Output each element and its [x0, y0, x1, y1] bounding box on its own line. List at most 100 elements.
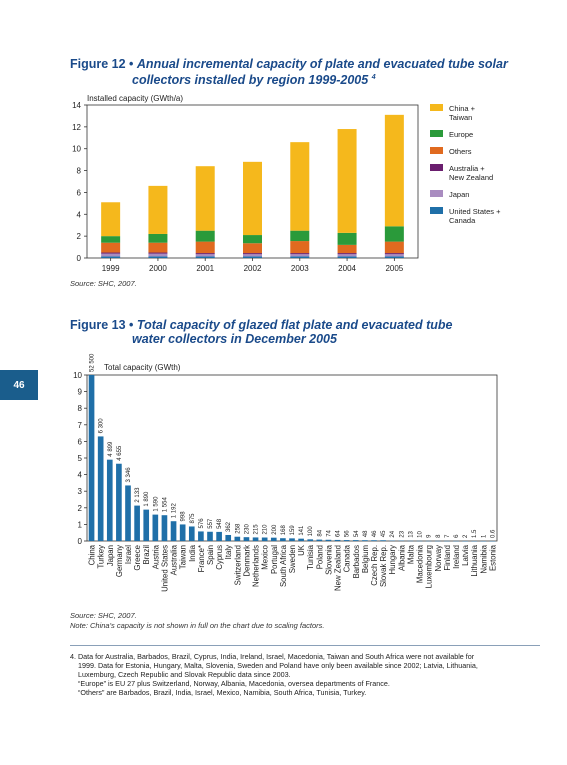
bar: [143, 509, 150, 541]
x-category-label: India: [188, 544, 197, 562]
bar: [170, 521, 177, 541]
legend-label: China +: [449, 104, 476, 113]
x-tick-label: 2004: [338, 264, 356, 273]
bar-segment: [290, 230, 310, 242]
bar: [270, 537, 277, 541]
bar-segment: [384, 254, 404, 257]
bar-value-label: 1 890: [144, 491, 150, 507]
x-category-label: Austria: [151, 544, 160, 569]
y-tick-label: 6: [78, 437, 83, 446]
figure-13-source: Source: SHC, 2007.: [70, 611, 137, 620]
bar-segment: [148, 252, 168, 254]
footnotes: 4. Data for Australia, Barbados, Brazil,…: [70, 652, 540, 697]
bar-value-label: 84: [317, 529, 323, 536]
legend-label: Others: [449, 147, 472, 156]
x-category-label: Albania: [397, 544, 406, 571]
bar-segment: [290, 254, 310, 257]
x-category-label: Latvia: [461, 544, 470, 565]
x-category-label: Namibia: [479, 544, 488, 573]
bar: [179, 524, 186, 541]
x-category-label: Turkey: [97, 545, 106, 569]
x-category-label: Czech Rep.: [370, 545, 379, 586]
bar-segment: [337, 256, 357, 258]
bar-segment: [148, 253, 168, 257]
x-category-label: Macedonia: [416, 544, 425, 583]
bar-segment: [148, 185, 168, 234]
y-tick-label: 3: [78, 487, 83, 496]
bar: [207, 531, 213, 541]
x-category-label: Australia: [170, 544, 179, 575]
bar: [289, 538, 295, 541]
bar: [225, 534, 232, 541]
bar: [88, 375, 95, 541]
bar-segment: [290, 253, 310, 255]
x-category-label: New Zealand: [334, 545, 343, 591]
x-category-label: Cyprus: [215, 545, 224, 570]
bar-segment: [101, 236, 121, 243]
bar-segment: [243, 254, 262, 257]
x-tick-label: 1999: [102, 264, 120, 273]
bar-segment: [195, 166, 215, 231]
y-tick-label: 9: [78, 388, 83, 397]
bar-value-label: 362: [226, 521, 232, 532]
x-category-label: Norway: [434, 545, 443, 572]
bar-value-label: 210: [263, 524, 269, 535]
bar-value-label: 56: [345, 530, 351, 537]
bar-segment: [337, 254, 357, 257]
x-category-label: Malta: [406, 544, 415, 564]
figure-12-title-line2: collectors installed by region 1999-2005: [132, 73, 369, 88]
bar-value-label: 2 133: [135, 487, 141, 503]
x-category-label: Greece: [133, 545, 142, 571]
bar-segment: [384, 226, 404, 242]
x-category-label: South Africa: [279, 544, 288, 587]
bar: [252, 537, 259, 541]
footnote-line: “Europe” is EU 27 plus Switzerland, Norw…: [78, 679, 390, 688]
bar-value-label: 2: [463, 534, 469, 538]
bar: [316, 539, 323, 541]
bar-segment: [243, 256, 262, 258]
x-category-label: Brazil: [142, 545, 151, 565]
x-tick-label: 2001: [196, 264, 214, 273]
bar-segment: [195, 254, 215, 257]
figure-13-title: Figure 13 • Total capacity of glazed fla…: [70, 318, 530, 346]
y-tick-label: 4: [77, 210, 82, 219]
bar-segment: [148, 256, 168, 258]
bar-value-label: 24: [390, 530, 396, 537]
bar-value-label: 1: [481, 534, 487, 538]
legend-label: United States +: [449, 207, 501, 216]
legend-label: Taiwan: [449, 113, 472, 122]
bar-segment: [290, 142, 310, 231]
bar-value-label: 875: [190, 513, 196, 524]
x-category-label: France*: [197, 545, 206, 572]
bar-value-label: 48: [363, 530, 369, 537]
bar-value-label: 6: [454, 534, 460, 538]
x-category-label: Luxembourg: [425, 545, 434, 588]
x-category-label: Lithuania: [470, 544, 479, 576]
bar-segment: [290, 256, 310, 258]
bar-segment: [148, 233, 168, 243]
bar-segment: [243, 243, 262, 254]
figure-13-label: Figure 13 •: [70, 318, 134, 332]
bar: [198, 531, 204, 541]
bar-value-label: 100: [308, 526, 314, 537]
x-category-label: United States: [160, 545, 169, 592]
bar-value-label: 215: [254, 524, 260, 535]
x-tick-label: 2005: [385, 264, 403, 273]
y-tick-label: 0: [78, 537, 83, 546]
footnote-line: “Others” are Barbados, Brazil, India, Is…: [78, 688, 367, 697]
bar-value-label: 1 554: [162, 497, 168, 513]
legend-swatch: [430, 190, 443, 197]
y-tick-label: 0: [77, 254, 82, 263]
bar: [216, 531, 222, 541]
y-tick-label: 8: [78, 404, 83, 413]
bar: [280, 538, 286, 541]
bar-segment: [195, 256, 215, 258]
bar: [116, 463, 122, 541]
bar-value-label: 1.5: [472, 529, 478, 538]
bar: [307, 539, 314, 541]
x-category-label: Italy: [224, 545, 233, 559]
y-tick-label: 1: [78, 520, 83, 529]
y-axis-label: Total capacity (GWth): [104, 363, 181, 372]
bar-segment: [101, 202, 121, 237]
